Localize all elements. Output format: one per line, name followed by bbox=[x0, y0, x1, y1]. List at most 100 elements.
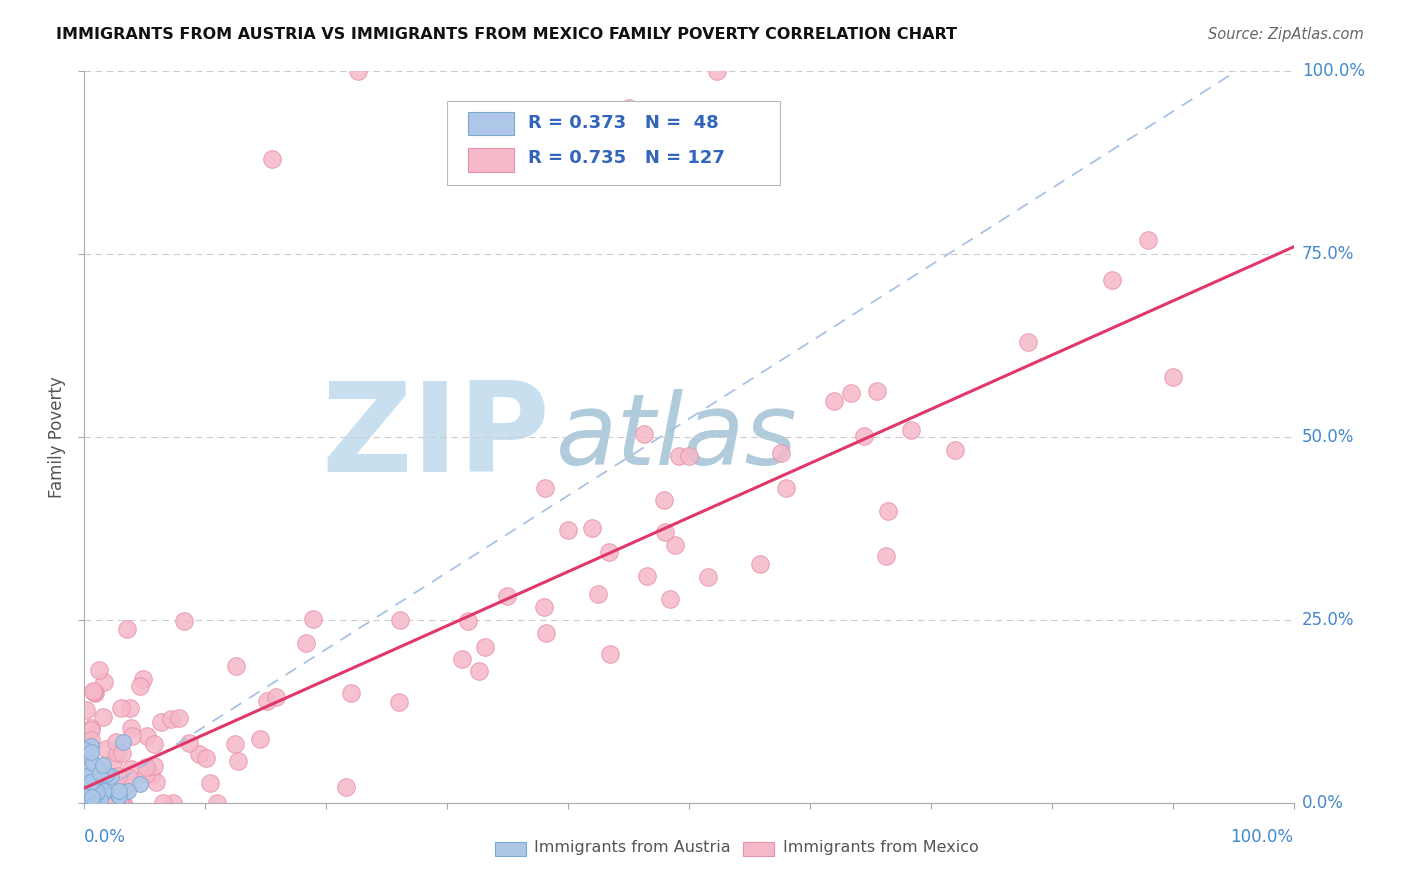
Point bbox=[107, 769, 129, 783]
Point bbox=[80, 796, 103, 810]
Point bbox=[75, 703, 97, 717]
Point bbox=[84, 782, 107, 797]
Point bbox=[205, 796, 228, 810]
Point bbox=[1161, 370, 1184, 384]
Text: 75.0%: 75.0% bbox=[1302, 245, 1354, 263]
Text: Source: ZipAtlas.com: Source: ZipAtlas.com bbox=[1208, 27, 1364, 42]
Point bbox=[866, 384, 889, 398]
FancyBboxPatch shape bbox=[447, 101, 780, 185]
Point bbox=[533, 599, 555, 614]
Point bbox=[110, 701, 132, 715]
Point bbox=[668, 449, 690, 463]
Point bbox=[187, 747, 209, 762]
Point bbox=[678, 450, 700, 464]
Text: 0.0%: 0.0% bbox=[1302, 794, 1344, 812]
Point bbox=[1101, 273, 1123, 287]
Point bbox=[586, 587, 609, 601]
Text: 100.0%: 100.0% bbox=[1302, 62, 1365, 80]
Point bbox=[256, 694, 278, 708]
Point bbox=[1137, 233, 1160, 247]
Point bbox=[82, 786, 104, 800]
Point bbox=[260, 152, 283, 166]
Point bbox=[129, 680, 152, 694]
Point bbox=[83, 789, 105, 804]
Point bbox=[664, 538, 686, 552]
Point bbox=[77, 762, 100, 776]
Point bbox=[457, 614, 479, 628]
Point bbox=[534, 626, 557, 640]
Point bbox=[87, 796, 110, 810]
Point bbox=[101, 756, 124, 770]
Point bbox=[224, 737, 246, 751]
Point bbox=[339, 686, 361, 700]
Point bbox=[145, 774, 167, 789]
Point bbox=[749, 557, 772, 571]
Point bbox=[80, 785, 103, 799]
Point bbox=[97, 796, 120, 810]
Point bbox=[89, 766, 111, 780]
Y-axis label: Family Poverty: Family Poverty bbox=[48, 376, 66, 498]
Point bbox=[143, 759, 166, 773]
Point bbox=[120, 763, 142, 777]
Point bbox=[83, 773, 105, 788]
Point bbox=[775, 481, 797, 495]
Point bbox=[200, 776, 222, 790]
Point bbox=[100, 774, 122, 789]
Point bbox=[93, 783, 115, 797]
Point bbox=[108, 789, 131, 803]
Point bbox=[94, 741, 117, 756]
Point bbox=[496, 590, 519, 604]
Point bbox=[93, 674, 115, 689]
Point bbox=[80, 745, 103, 759]
Point bbox=[75, 796, 97, 810]
Text: 50.0%: 50.0% bbox=[1302, 428, 1354, 446]
Point bbox=[162, 796, 184, 810]
Point bbox=[135, 767, 157, 781]
Point bbox=[115, 778, 138, 792]
Point bbox=[302, 612, 325, 626]
Point bbox=[89, 663, 111, 677]
Point bbox=[388, 696, 411, 710]
Point bbox=[179, 736, 201, 750]
Point bbox=[79, 723, 101, 738]
Point bbox=[83, 786, 105, 800]
Text: 25.0%: 25.0% bbox=[1302, 611, 1354, 629]
Text: atlas: atlas bbox=[555, 389, 797, 485]
Point bbox=[91, 710, 114, 724]
Point bbox=[75, 774, 97, 789]
Point bbox=[75, 746, 97, 760]
Point bbox=[75, 784, 97, 798]
Point bbox=[139, 768, 162, 782]
Text: R = 0.373   N =  48: R = 0.373 N = 48 bbox=[529, 113, 718, 131]
Point bbox=[249, 732, 271, 747]
Point bbox=[388, 613, 411, 627]
Point bbox=[75, 796, 97, 810]
Point bbox=[91, 786, 114, 800]
Point bbox=[769, 446, 792, 460]
Point bbox=[451, 652, 474, 666]
Point bbox=[86, 784, 108, 798]
Point bbox=[581, 521, 603, 535]
Point bbox=[143, 737, 166, 751]
Point bbox=[875, 549, 897, 563]
Point bbox=[75, 796, 97, 810]
Point bbox=[599, 647, 621, 661]
Point bbox=[83, 788, 105, 802]
Point bbox=[152, 796, 174, 810]
Point bbox=[79, 775, 101, 789]
Point bbox=[108, 796, 131, 810]
Point bbox=[100, 768, 122, 782]
Point bbox=[636, 569, 658, 583]
Point bbox=[135, 729, 157, 743]
Point bbox=[79, 782, 101, 797]
Point bbox=[94, 766, 117, 780]
Point bbox=[118, 771, 141, 785]
FancyBboxPatch shape bbox=[468, 148, 513, 171]
Point bbox=[706, 64, 728, 78]
Point bbox=[84, 686, 107, 700]
Point bbox=[112, 734, 135, 748]
Point bbox=[80, 792, 103, 806]
Point bbox=[103, 781, 125, 796]
Point bbox=[79, 770, 101, 784]
Point bbox=[104, 796, 127, 810]
